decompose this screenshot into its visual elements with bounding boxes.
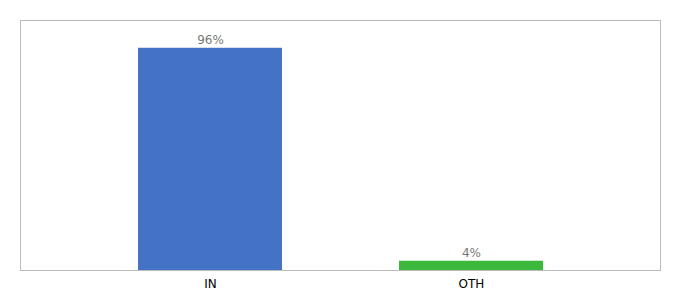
svg-text:96%: 96% <box>197 33 224 47</box>
svg-text:OTH: OTH <box>459 277 485 291</box>
svg-text:4%: 4% <box>462 246 481 260</box>
svg-text:IN: IN <box>204 277 217 291</box>
